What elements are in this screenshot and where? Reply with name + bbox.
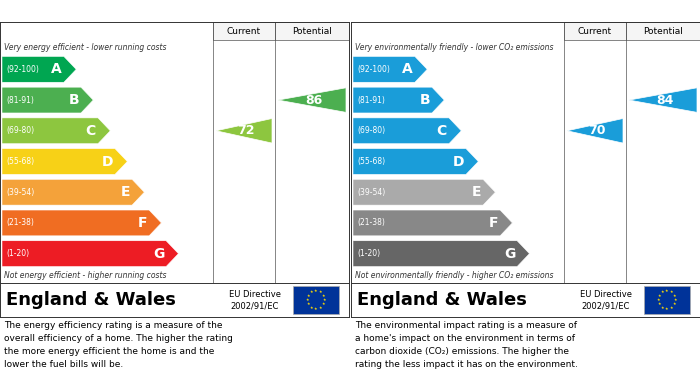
Text: ★: ★ [657, 302, 661, 307]
Text: G: G [153, 247, 164, 261]
Text: ★: ★ [307, 302, 310, 307]
Text: (81-91): (81-91) [6, 95, 34, 104]
Text: ★: ★ [318, 305, 322, 310]
Text: ★: ★ [661, 305, 664, 310]
Text: The environmental impact rating is a measure of
a home's impact on the environme: The environmental impact rating is a mea… [355, 321, 578, 369]
Text: ★: ★ [323, 298, 326, 302]
Text: ★: ★ [674, 298, 678, 302]
Text: ★: ★ [673, 302, 676, 307]
Text: ★: ★ [657, 294, 661, 298]
Text: 70: 70 [588, 124, 606, 137]
Text: England & Wales: England & Wales [6, 291, 176, 309]
Polygon shape [2, 210, 162, 236]
Text: (1-20): (1-20) [357, 249, 380, 258]
Text: (69-80): (69-80) [6, 126, 34, 135]
Text: E: E [120, 185, 130, 199]
Text: ★: ★ [305, 298, 309, 302]
Text: E: E [472, 185, 481, 199]
Text: ★: ★ [657, 298, 660, 302]
Polygon shape [2, 149, 127, 174]
Polygon shape [2, 87, 93, 113]
Polygon shape [216, 118, 272, 143]
Text: ★: ★ [314, 307, 318, 311]
Text: The energy efficiency rating is a measure of the
overall efficiency of a home. T: The energy efficiency rating is a measur… [4, 321, 233, 369]
Text: ★: ★ [321, 294, 325, 298]
Text: Potential: Potential [643, 27, 683, 36]
Text: (55-68): (55-68) [6, 157, 34, 166]
Text: EU Directive
2002/91/EC: EU Directive 2002/91/EC [580, 290, 632, 310]
Polygon shape [353, 210, 512, 236]
Text: Environmental Impact (CO₂) Rating: Environmental Impact (CO₂) Rating [357, 5, 589, 18]
Polygon shape [2, 241, 178, 267]
Text: Energy Efficiency Rating: Energy Efficiency Rating [6, 5, 168, 18]
Text: Current: Current [578, 27, 612, 36]
Text: ★: ★ [307, 294, 310, 298]
Polygon shape [2, 56, 76, 82]
Text: England & Wales: England & Wales [357, 291, 527, 309]
Text: C: C [437, 124, 447, 138]
Polygon shape [2, 179, 144, 205]
Text: (39-54): (39-54) [357, 188, 385, 197]
Text: 86: 86 [305, 93, 323, 107]
Text: D: D [452, 154, 464, 169]
Text: Not energy efficient - higher running costs: Not energy efficient - higher running co… [4, 271, 167, 280]
Text: G: G [504, 247, 515, 261]
Text: B: B [419, 93, 430, 107]
Polygon shape [629, 88, 697, 112]
Bar [644, 286, 690, 314]
Text: 84: 84 [657, 93, 673, 107]
Text: ★: ★ [309, 305, 313, 310]
Polygon shape [353, 87, 444, 113]
Text: A: A [51, 62, 62, 76]
Text: ★: ★ [321, 302, 325, 307]
Polygon shape [2, 118, 111, 143]
Text: (39-54): (39-54) [6, 188, 34, 197]
Text: (92-100): (92-100) [6, 65, 39, 74]
Text: EU Directive
2002/91/EC: EU Directive 2002/91/EC [229, 290, 281, 310]
Text: ★: ★ [661, 291, 664, 294]
Text: ★: ★ [669, 291, 673, 294]
Text: A: A [402, 62, 413, 76]
Polygon shape [353, 56, 427, 82]
Text: (92-100): (92-100) [357, 65, 390, 74]
Text: D: D [102, 154, 113, 169]
Bar [564, 22, 626, 40]
Text: (69-80): (69-80) [357, 126, 385, 135]
Text: Potential: Potential [292, 27, 332, 36]
Bar [213, 22, 275, 40]
Bar [626, 22, 700, 40]
Text: B: B [69, 93, 79, 107]
Polygon shape [567, 118, 623, 143]
Text: (1-20): (1-20) [6, 249, 29, 258]
Polygon shape [278, 88, 346, 112]
Text: Not environmentally friendly - higher CO₂ emissions: Not environmentally friendly - higher CO… [355, 271, 554, 280]
Text: F: F [489, 216, 498, 230]
Text: (55-68): (55-68) [357, 157, 385, 166]
Bar [275, 22, 349, 40]
Text: F: F [138, 216, 147, 230]
Text: C: C [85, 124, 96, 138]
Text: ★: ★ [665, 289, 668, 293]
Bar [293, 286, 339, 314]
Text: Current: Current [227, 27, 261, 36]
Text: Very energy efficient - lower running costs: Very energy efficient - lower running co… [4, 43, 167, 52]
Text: Very environmentally friendly - lower CO₂ emissions: Very environmentally friendly - lower CO… [355, 43, 554, 52]
Text: ★: ★ [314, 289, 318, 293]
Polygon shape [353, 149, 478, 174]
Polygon shape [353, 118, 461, 143]
Text: (81-91): (81-91) [357, 95, 385, 104]
Text: ★: ★ [309, 291, 313, 294]
Text: ★: ★ [669, 305, 673, 310]
Text: ★: ★ [673, 294, 676, 298]
Text: ★: ★ [665, 307, 668, 311]
Polygon shape [353, 179, 496, 205]
Text: (21-38): (21-38) [357, 219, 385, 228]
Text: 72: 72 [237, 124, 255, 137]
Text: ★: ★ [318, 291, 322, 294]
Text: (21-38): (21-38) [6, 219, 34, 228]
Polygon shape [353, 241, 529, 267]
